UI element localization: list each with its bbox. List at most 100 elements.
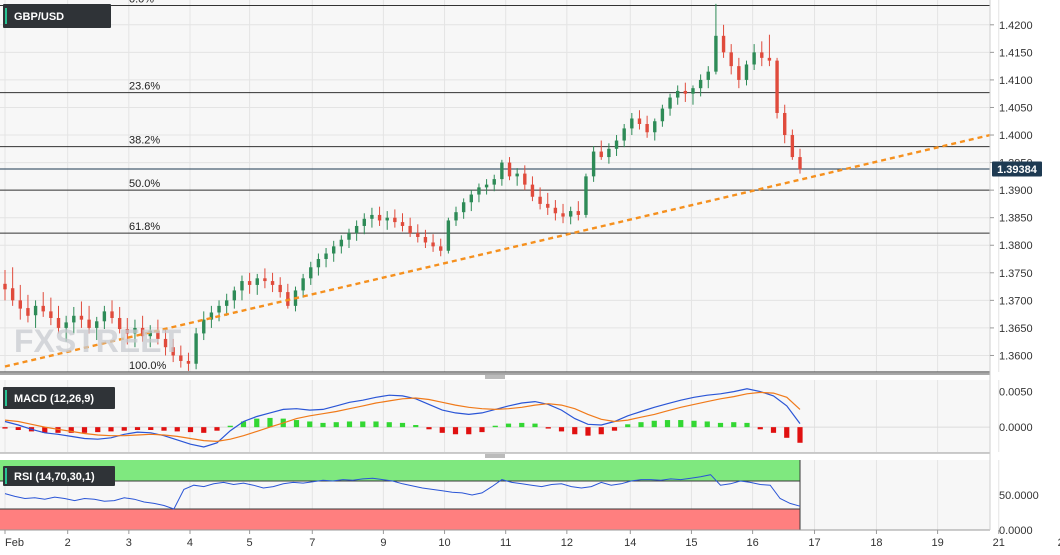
candle-body (255, 278, 259, 285)
macd-series-signal (4, 391, 801, 443)
candle-body (553, 207, 558, 214)
candle-body (64, 322, 68, 328)
candle-body (538, 196, 542, 204)
macd-histogram-bar (426, 427, 432, 430)
time-tick-label: 4 (187, 537, 193, 549)
fxstreet-watermark: FXSTREET (14, 323, 182, 359)
candle-body (316, 259, 321, 268)
candle-body (18, 300, 22, 309)
candle-body (683, 90, 688, 94)
macd-histogram-bar (757, 427, 763, 430)
candle-body (385, 217, 389, 221)
macd-histogram-bar (267, 417, 273, 428)
candle-body (668, 97, 672, 109)
macd-histogram-bar (108, 427, 114, 432)
candle-body (72, 315, 76, 323)
price-tick-label: 1.3900 (999, 185, 1033, 197)
macd-histogram-bar (519, 422, 525, 428)
macd-label[interactable]: MACD (12,26,9) (3, 387, 115, 409)
macd-histogram-bar (439, 427, 445, 433)
rsi-label-text: RSI (14,70,30,1) (14, 471, 95, 483)
candle-body (530, 184, 535, 197)
time-tick-label: 18 (870, 537, 882, 549)
candle-body (354, 225, 359, 234)
price-tick-label: 1.4050 (999, 102, 1033, 114)
macd-histogram-bar (717, 422, 724, 428)
price-tick-label: 1.3850 (999, 213, 1033, 225)
macd-series-macd (4, 388, 801, 448)
macd-panel (0, 380, 990, 453)
candle-body (744, 64, 749, 80)
price-tick-label: 1.3600 (999, 350, 1033, 362)
candle-body (194, 333, 198, 364)
macd-histogram-bar (784, 427, 790, 438)
macd-histogram-bar (678, 420, 684, 428)
candle-body (461, 202, 466, 213)
candle-body (125, 329, 130, 334)
time-tick-label: 17 (808, 537, 820, 549)
candle-body (714, 35, 718, 72)
symbol-label[interactable]: GBP/USD (3, 4, 111, 28)
fib-level-label: 0.0% (129, 0, 154, 6)
candle-body (156, 330, 160, 339)
candle-body (393, 217, 397, 223)
macd-histogram-bar (651, 420, 657, 428)
macd-histogram-bar (42, 427, 48, 433)
candle-body (599, 151, 603, 158)
macd-histogram-bar (55, 427, 61, 433)
candle-body (110, 311, 114, 318)
fib-level-label: 100.0% (129, 360, 167, 372)
candle-body (79, 315, 84, 320)
time-tick-label: 11 (500, 537, 511, 549)
price-tick-label: 1.3700 (999, 295, 1033, 307)
candle-body (760, 52, 764, 58)
candle-body (87, 319, 91, 328)
candle-body (217, 305, 221, 313)
candle-body (729, 52, 733, 67)
candle-body (675, 90, 680, 98)
candlesticks (3, 3, 802, 371)
candle-body (637, 118, 642, 124)
fib-level-label: 23.6% (129, 81, 160, 93)
macd-resize-handle[interactable] (485, 375, 505, 379)
macd-histogram-bar (492, 425, 498, 428)
rsi-bands (0, 460, 801, 530)
macd-histogram-bar (174, 427, 180, 432)
candle-body (33, 305, 38, 316)
candle-body (179, 355, 183, 361)
time-tick-label: 5 (247, 537, 253, 549)
candle-body (576, 211, 581, 215)
candle-body (270, 281, 275, 285)
macd-indicator (0, 388, 990, 448)
macd-histogram-bar (293, 420, 300, 428)
panel-separators (0, 373, 990, 531)
candle-body (278, 284, 282, 293)
candle-body (224, 300, 229, 306)
price-tick-label: 1.4000 (999, 130, 1033, 142)
candle-body (431, 242, 435, 247)
candle-body (41, 305, 45, 312)
macd-histogram-bar (770, 427, 777, 433)
trendline (4, 133, 990, 368)
macd-histogram-bar (360, 421, 366, 428)
candle-body (347, 233, 351, 240)
rsi-resize-handle[interactable] (485, 454, 505, 458)
candle-body (752, 52, 756, 65)
rsi-label[interactable]: RSI (14,70,30,1) (3, 466, 115, 486)
candle-body (630, 118, 634, 129)
candle-body (783, 112, 787, 136)
macd-histogram-bar (452, 427, 459, 435)
macd-histogram-bar (333, 422, 339, 428)
price-panel (0, 0, 990, 374)
macd-histogram-bar (254, 418, 260, 428)
candle-body (767, 57, 772, 61)
candle-body (186, 360, 191, 364)
candle-body (790, 135, 795, 158)
macd-histogram-bar (307, 421, 313, 428)
candle-body (416, 233, 420, 237)
macd-histogram-bar (598, 427, 604, 435)
candle-body (798, 157, 802, 170)
rsi-series-line (4, 474, 801, 510)
macd-histogram-bar (68, 427, 74, 433)
fib-level-label: 50.0% (129, 178, 160, 190)
